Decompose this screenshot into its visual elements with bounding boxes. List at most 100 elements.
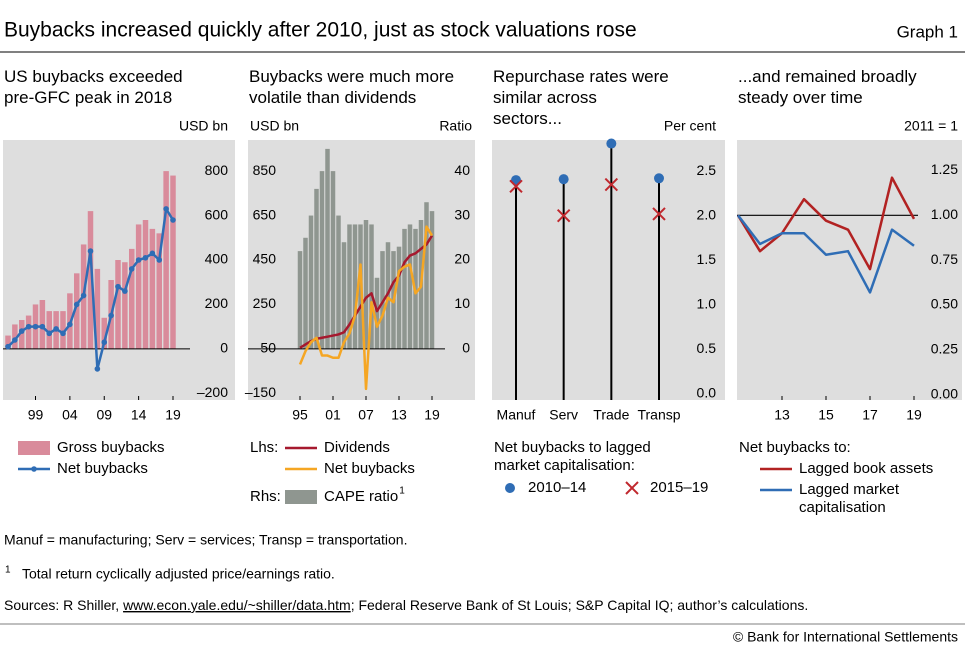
bar <box>101 317 107 349</box>
marker <box>156 257 163 263</box>
legend-marker <box>31 466 37 472</box>
legend-label: Lagged market capitalisation <box>799 481 900 516</box>
legend-label: 2015–19 <box>650 479 708 496</box>
sources-part: www.econ.yale.edu/~shiller/data.htm <box>122 597 351 613</box>
cross <box>604 177 619 192</box>
marker <box>18 328 25 334</box>
legend-label: Dividends <box>324 439 390 456</box>
x-tick-label: 17 <box>862 407 878 423</box>
cross-stroke <box>509 179 523 194</box>
cross-stroke <box>652 207 666 221</box>
y-tick-label: 0.0 <box>697 384 717 400</box>
y2-tick-label: 10 <box>454 295 470 311</box>
bar <box>156 233 162 349</box>
marker <box>135 257 142 263</box>
legend-swatch <box>625 481 639 495</box>
cross-stroke <box>604 177 619 192</box>
bar <box>407 224 413 349</box>
graph-label: Graph 1 <box>897 22 958 41</box>
cross <box>509 179 523 194</box>
x-tick-label: Manuf <box>497 407 536 423</box>
y-axis-unit: Per cent <box>664 118 716 134</box>
marker <box>12 337 18 343</box>
y-tick-label: 1.00 <box>931 206 958 222</box>
y2-tick-label: 0 <box>462 340 470 356</box>
marker <box>108 312 114 319</box>
marker <box>149 250 156 257</box>
legend-swatch <box>285 490 317 504</box>
cross-stroke <box>556 208 571 223</box>
x-tick-label: 95 <box>292 407 308 423</box>
legend-label: Net buybacks <box>324 460 415 477</box>
bar <box>115 260 121 349</box>
y2-tick-label: 30 <box>454 206 470 222</box>
line <box>736 176 916 271</box>
bar <box>12 324 18 349</box>
y-tick-label: 250 <box>253 295 277 311</box>
y-axis-unit: USD bn <box>250 118 299 134</box>
bar <box>314 188 319 349</box>
bar <box>429 211 435 349</box>
marker <box>101 339 108 346</box>
legend-footnote-marker: 1 <box>399 486 405 497</box>
x-tick-label: 13 <box>391 407 407 423</box>
y-tick-label: 600 <box>205 206 229 222</box>
notes: Manuf = manufacturing; Serv = services; … <box>4 532 407 548</box>
dot <box>654 173 664 184</box>
bar <box>19 320 25 349</box>
panel-title: ...and remained broadly steady over time <box>738 67 917 107</box>
panel-title: Buybacks were much more volatile than div… <box>249 67 454 107</box>
bar <box>308 215 314 349</box>
y-tick-label: 0.50 <box>931 296 958 312</box>
bar <box>94 268 101 349</box>
bar <box>402 228 407 349</box>
bar <box>341 242 347 349</box>
cross <box>556 208 571 223</box>
y-tick-label: 0.5 <box>697 340 717 356</box>
marker <box>60 330 66 337</box>
bar <box>297 251 303 349</box>
x-tick-label: 14 <box>131 407 147 423</box>
y-tick-label: 1.0 <box>697 295 717 311</box>
legend-label: Gross buybacks <box>57 439 165 456</box>
y-tick-label: 800 <box>205 162 229 178</box>
legend-label: Lagged book assets <box>799 460 933 477</box>
bar <box>319 171 325 349</box>
sources: Sources: R Shiller, www.econ.yale.edu/~s… <box>4 597 808 613</box>
x-tick-label: 04 <box>62 407 78 423</box>
y-tick-label: 2.5 <box>697 162 717 178</box>
bar <box>135 224 142 349</box>
bar <box>122 262 128 349</box>
marker <box>53 326 59 332</box>
x-tick-label: 07 <box>358 407 374 423</box>
footnote: Total return cyclically adjusted price/e… <box>22 566 335 582</box>
sources-part: Sources: R Shiller, <box>4 597 123 613</box>
panel-title: US buybacks exceeded pre-GFC peak in 2018 <box>4 67 183 107</box>
marker <box>87 248 94 254</box>
plot-background <box>492 140 725 400</box>
marker <box>32 323 39 330</box>
cross-stroke <box>625 481 639 495</box>
cross <box>652 207 666 221</box>
y-axis-unit: USD bn <box>179 118 228 134</box>
marker <box>5 343 11 350</box>
dot <box>558 174 569 185</box>
x-tick-label: Trade <box>593 407 629 423</box>
marker <box>67 321 73 328</box>
bar <box>25 315 32 349</box>
x-tick-label: 99 <box>28 407 44 423</box>
bar <box>336 215 341 349</box>
x-tick-label: 09 <box>96 407 112 423</box>
marker <box>80 292 87 299</box>
y-tick-label: 2.0 <box>697 206 717 222</box>
marker <box>39 323 46 330</box>
x-tick-label: Serv <box>549 407 578 423</box>
y-tick-label: 0.75 <box>931 251 958 267</box>
legend-swatch <box>18 441 50 455</box>
plot-background <box>737 140 962 400</box>
marker <box>94 366 101 372</box>
sources-part: ; Federal Reserve Bank of St Louis; S&P … <box>351 597 809 613</box>
bar <box>46 311 52 349</box>
bar <box>374 277 380 349</box>
bar <box>5 335 11 349</box>
